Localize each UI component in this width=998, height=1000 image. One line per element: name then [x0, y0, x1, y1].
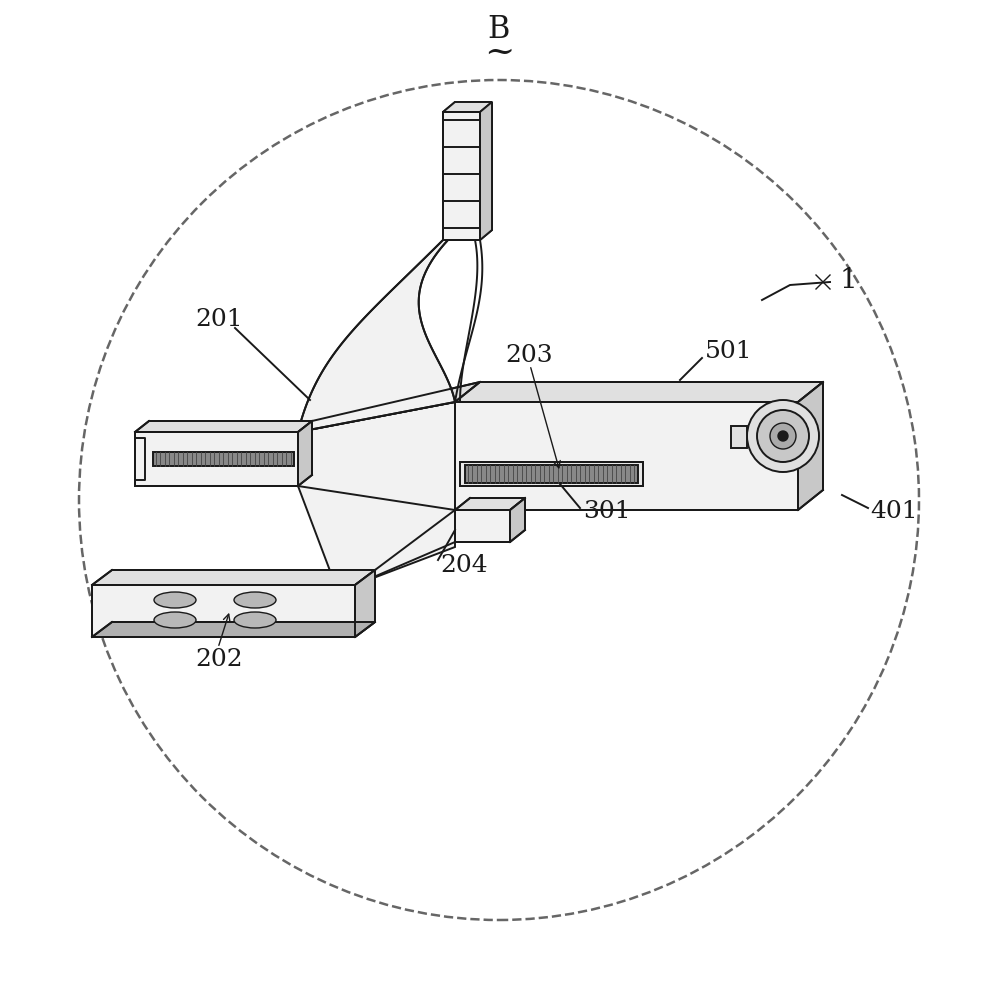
Text: ~: ~ — [484, 35, 514, 69]
Polygon shape — [460, 462, 643, 486]
Polygon shape — [153, 452, 294, 466]
Text: 401: 401 — [870, 500, 917, 524]
Polygon shape — [443, 112, 480, 240]
Polygon shape — [443, 102, 492, 112]
Polygon shape — [731, 426, 747, 448]
Polygon shape — [92, 622, 375, 637]
Polygon shape — [92, 585, 355, 637]
Polygon shape — [355, 570, 375, 637]
Polygon shape — [135, 432, 298, 486]
Polygon shape — [298, 382, 480, 432]
Polygon shape — [510, 498, 525, 542]
Text: 501: 501 — [705, 340, 752, 363]
Polygon shape — [92, 570, 375, 585]
Polygon shape — [480, 102, 492, 240]
Polygon shape — [455, 382, 823, 402]
Polygon shape — [455, 498, 525, 510]
Polygon shape — [135, 421, 312, 432]
Ellipse shape — [234, 612, 276, 628]
Text: B: B — [488, 14, 510, 45]
Text: 301: 301 — [583, 500, 631, 524]
Circle shape — [757, 410, 809, 462]
Ellipse shape — [234, 592, 276, 608]
Polygon shape — [480, 102, 492, 240]
Text: 204: 204 — [440, 554, 488, 576]
Text: 202: 202 — [195, 648, 243, 672]
Polygon shape — [298, 240, 455, 432]
Polygon shape — [443, 112, 480, 240]
Ellipse shape — [154, 612, 196, 628]
Text: 1: 1 — [840, 266, 857, 294]
Text: 203: 203 — [505, 344, 553, 366]
Ellipse shape — [154, 592, 196, 608]
Polygon shape — [455, 510, 510, 542]
Polygon shape — [298, 421, 312, 486]
Polygon shape — [443, 102, 492, 112]
Polygon shape — [455, 402, 798, 510]
Polygon shape — [798, 382, 823, 510]
Text: 201: 201 — [195, 308, 243, 332]
Circle shape — [778, 431, 788, 441]
Circle shape — [747, 400, 819, 472]
Polygon shape — [298, 402, 455, 637]
Circle shape — [770, 423, 796, 449]
Polygon shape — [465, 465, 638, 483]
